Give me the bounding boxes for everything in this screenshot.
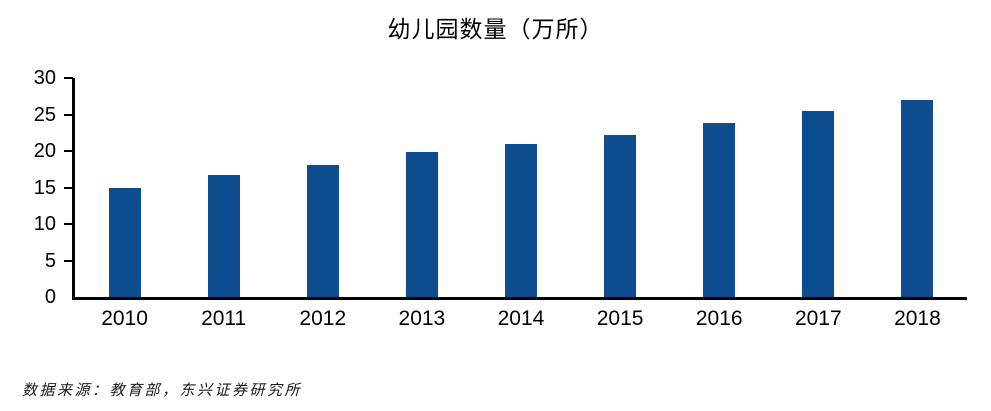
- x-axis-label-2012: 2012: [299, 307, 347, 330]
- plot-area: [72, 78, 967, 300]
- bar-2015: [604, 134, 637, 297]
- y-axis-tick-label-30: 30: [33, 67, 56, 89]
- y-axis-tick-mark-15: [64, 186, 73, 189]
- x-axis-label-2014: 2014: [497, 307, 545, 330]
- bar-2011: [207, 175, 240, 297]
- bar-2016: [703, 122, 736, 297]
- source-note: 数据来源：教育部，东兴证券研究所: [22, 383, 303, 399]
- x-axis-label-2017: 2017: [794, 307, 842, 330]
- chart-title: 幼儿园数量（万所）: [387, 17, 604, 42]
- x-axis-label-2015: 2015: [596, 307, 644, 330]
- x-axis-label-2018: 2018: [894, 307, 941, 330]
- y-axis-tick-label-5: 5: [44, 249, 56, 272]
- y-axis-tick-mark-5: [64, 259, 73, 262]
- bar-2014: [505, 143, 537, 297]
- bar-2018: [901, 99, 934, 297]
- bar-2012: [306, 164, 339, 297]
- y-axis-tick-mark-20: [64, 150, 73, 152]
- bar-2013: [405, 151, 438, 297]
- y-axis-tick-label-15: 15: [33, 176, 56, 199]
- x-axis-label-2010: 2010: [101, 307, 148, 330]
- bar-2017: [802, 110, 835, 297]
- x-axis-label-2011: 2011: [201, 307, 247, 330]
- y-axis-tick-label-25: 25: [33, 103, 56, 126]
- y-axis-tick-label-0: 0: [44, 286, 56, 308]
- x-axis-label-2013: 2013: [398, 307, 446, 330]
- x-axis-label-2016: 2016: [695, 307, 743, 330]
- y-axis-tick-mark-30: [64, 77, 73, 79]
- bar-2010: [108, 187, 141, 297]
- y-axis-tick-mark-25: [64, 113, 73, 116]
- y-axis-tick-mark-10: [64, 223, 73, 225]
- y-axis-tick-label-10: 10: [33, 213, 56, 235]
- y-axis-tick-label-20: 20: [33, 140, 56, 162]
